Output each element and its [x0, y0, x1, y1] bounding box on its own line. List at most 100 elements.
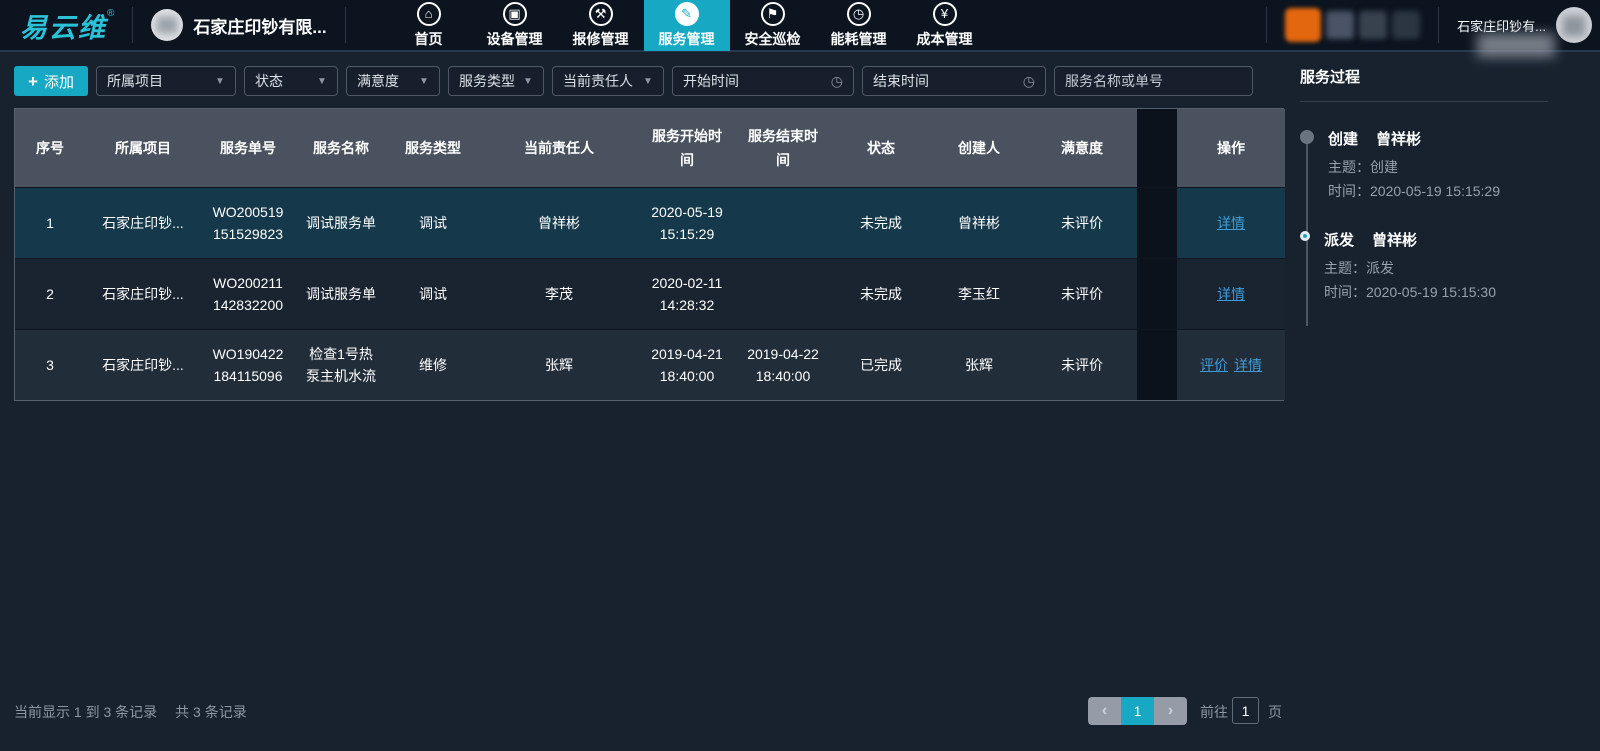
timeline-event-title: 创建 曾祥彬: [1328, 128, 1500, 149]
redacted-blur: [1477, 33, 1556, 57]
column-header: 所属项目: [85, 109, 201, 187]
column-header: 服务类型: [387, 109, 479, 187]
device-icon: ▣: [502, 1, 527, 26]
timeline-event-title: 派发 曾祥彬: [1324, 229, 1496, 250]
event-action: 创建: [1328, 131, 1359, 148]
search-input[interactable]: [1053, 66, 1253, 96]
cell-type: 维修: [387, 329, 479, 400]
filter-date-start-time[interactable]: 开始时间 ◷: [671, 66, 854, 96]
company-name: 石家庄印钞有限...: [193, 17, 327, 37]
event-person: 曾祥彬: [1372, 232, 1418, 249]
fixed-column-gap: [1137, 109, 1177, 187]
fixed-column-gap: [1137, 329, 1177, 400]
partner-logo-mark: [1285, 8, 1322, 42]
timeline-event: 创建 曾祥彬 主题：创建 时间：2020-05-19 15:15:29: [1300, 128, 1548, 203]
panel-title: 服务过程: [1300, 69, 1361, 86]
nav-item-label: 首页: [414, 30, 443, 47]
filter-select-owner[interactable]: 当前责任人 ▼: [551, 66, 664, 96]
company-switcher[interactable]: 石家庄印钞有限...: [151, 9, 327, 41]
cell-actions: 评价 详情: [1177, 329, 1285, 400]
nav-item-cost[interactable]: ¥ 成本管理: [902, 0, 988, 51]
add-button[interactable]: + 添加: [14, 66, 88, 96]
rate-link[interactable]: 评价: [1200, 356, 1228, 373]
nav-item-service[interactable]: ✎ 服务管理: [643, 0, 730, 51]
user-area: 石家庄印钞有...: [1457, 7, 1592, 57]
timeline-event: 派发 曾祥彬主题：派发时间：2020-05-19 15:15:30: [1300, 229, 1548, 304]
nav-item-repair[interactable]: ⚒ 报修管理: [558, 0, 644, 51]
app-logo[interactable]: 易云维 ®: [20, 6, 114, 45]
cell-creator: 张辉: [931, 329, 1027, 400]
event-person: 曾祥彬: [1376, 131, 1422, 148]
date-placeholder: 开始时间: [682, 73, 739, 89]
fixed-column-gap: [1137, 258, 1177, 329]
company-avatar: [151, 9, 184, 41]
nav-item-home[interactable]: ⌂ 首页: [386, 0, 472, 51]
cell-start: 2020-02-11 14:28:32: [639, 258, 735, 329]
column-header: 创建人: [931, 109, 1027, 187]
panel-divider: [1300, 101, 1548, 102]
filter-select-project[interactable]: 所属项目 ▼: [95, 66, 236, 96]
app-logo-text: 易云维: [20, 12, 107, 43]
nav-item-device[interactable]: ▣ 设备管理: [472, 0, 558, 51]
goto-page-input[interactable]: [1232, 697, 1259, 724]
cell-type: 调试: [387, 258, 479, 329]
cell-satisfaction: 未评价: [1027, 187, 1137, 258]
cell-seq: 3: [15, 329, 85, 400]
column-header: 状态: [831, 109, 931, 187]
filter-select-service-type[interactable]: 服务类型 ▼: [447, 66, 544, 96]
nav-menu: ⌂ 首页 ▣ 设备管理 ⚒ 报修管理 ✎ 服务管理 ⚑ 安全巡检 ◷ 能耗管理 ¥ 成本管理: [386, 0, 988, 51]
filter-select-label: 满意度: [356, 73, 399, 89]
goto-label: 前往: [1200, 704, 1228, 720]
page-unit-label: 页: [1268, 704, 1282, 720]
next-page-button[interactable]: ›: [1167, 702, 1174, 719]
user-avatar[interactable]: [1556, 7, 1592, 43]
event-subject: 主题：派发: [1324, 260, 1394, 276]
nav-item-label: 服务管理: [658, 30, 715, 47]
column-header: 满意度: [1027, 109, 1137, 187]
cell-status: 未完成: [831, 187, 931, 258]
filter-select-satisfaction[interactable]: 满意度 ▼: [345, 66, 440, 96]
partner-logo-blurred: [1285, 8, 1421, 42]
filter-date-end-time[interactable]: 结束时间 ◷: [861, 66, 1046, 96]
nav-item-energy[interactable]: ◷ 能耗管理: [816, 0, 902, 51]
detail-link[interactable]: 详情: [1217, 214, 1245, 231]
cell-status: 已完成: [831, 329, 931, 400]
cell-name: 检查1号热泵主机水流: [295, 329, 387, 400]
cell-creator: 李玉红: [931, 258, 1027, 329]
filter-select-label: 当前责任人: [562, 73, 633, 89]
nav-item-safety[interactable]: ⚑ 安全巡检: [730, 0, 816, 51]
detail-link[interactable]: 详情: [1234, 356, 1262, 373]
cell-project: 石家庄印钞...: [85, 329, 201, 400]
cell-project: 石家庄印钞...: [85, 187, 201, 258]
cost-icon: ¥: [932, 1, 957, 26]
service-process-panel: 服务过程 创建 曾祥彬 主题：创建 时间：2020-05-19 15:15:29 派发曾…: [1300, 66, 1548, 330]
filter-bar: + 添加 所属项目 ▼ 状态 ▼ 满意度 ▼ 服务类型 ▼ 当前责任人 ▼ 开始时间 ◷ 结束时间 ◷: [14, 66, 1253, 96]
top-navbar: 易云维 ® 石家庄印钞有限... ⌂ 首页 ▣ 设备管理 ⚒ 报修管理 ✎ 服务管理 ⚑ 安全巡检…: [0, 0, 1600, 57]
service-table: 序号 所属项目 服务单号 服务名称 服务类型 当前责任人 服务开始时间 服务结束时间 状态 创建人…: [14, 108, 1285, 401]
table-row[interactable]: 1 石家庄印钞... WO200519151529823 调试服务单 调试 曾祥彬 2020…: [15, 187, 1285, 258]
trademark-symbol: ®: [107, 7, 115, 19]
filter-select-status[interactable]: 状态 ▼: [243, 66, 338, 96]
column-header: 服务名称: [295, 109, 387, 187]
cell-name: 调试服务单: [295, 258, 387, 329]
page-number-button[interactable]: 1: [1121, 697, 1154, 725]
table-row[interactable]: 2 石家庄印钞... WO200211142832200 调试服务单 调试 李茂 2020-…: [15, 258, 1285, 329]
table-header: 序号 所属项目 服务单号 服务名称 服务类型 当前责任人 服务开始时间 服务结束时间 状态 创建人…: [15, 109, 1285, 187]
footer-bar: 当前显示 1 到 3 条记录 共 3 条记录 ‹ 1 › 前往 页: [0, 694, 1600, 728]
event-time: 时间：2020-05-19 15:15:30: [1324, 284, 1496, 300]
partner-logo-text-blur: [1326, 11, 1355, 39]
table-row[interactable]: 3 石家庄印钞... WO190422184115096 检查1号热泵主机水流 维修 张辉…: [15, 329, 1285, 400]
filter-select-label: 状态: [254, 73, 283, 89]
service-icon: ✎: [674, 1, 699, 26]
navbar-divider: [344, 7, 346, 43]
filter-controls: 所属项目 ▼ 状态 ▼ 满意度 ▼ 服务类型 ▼ 当前责任人 ▼ 开始时间 ◷ 结束时间 ◷: [95, 66, 1046, 96]
cell-owner: 张辉: [479, 329, 639, 400]
column-header: 服务开始时间: [639, 109, 735, 187]
chevron-down-icon: ▼: [643, 75, 653, 87]
column-header: 序号: [15, 109, 85, 187]
prev-page-button[interactable]: ‹: [1101, 702, 1108, 719]
cell-owner: 李茂: [479, 258, 639, 329]
column-header: 服务单号: [201, 109, 295, 187]
detail-link[interactable]: 详情: [1217, 285, 1245, 302]
safety-icon: ⚑: [760, 1, 785, 26]
